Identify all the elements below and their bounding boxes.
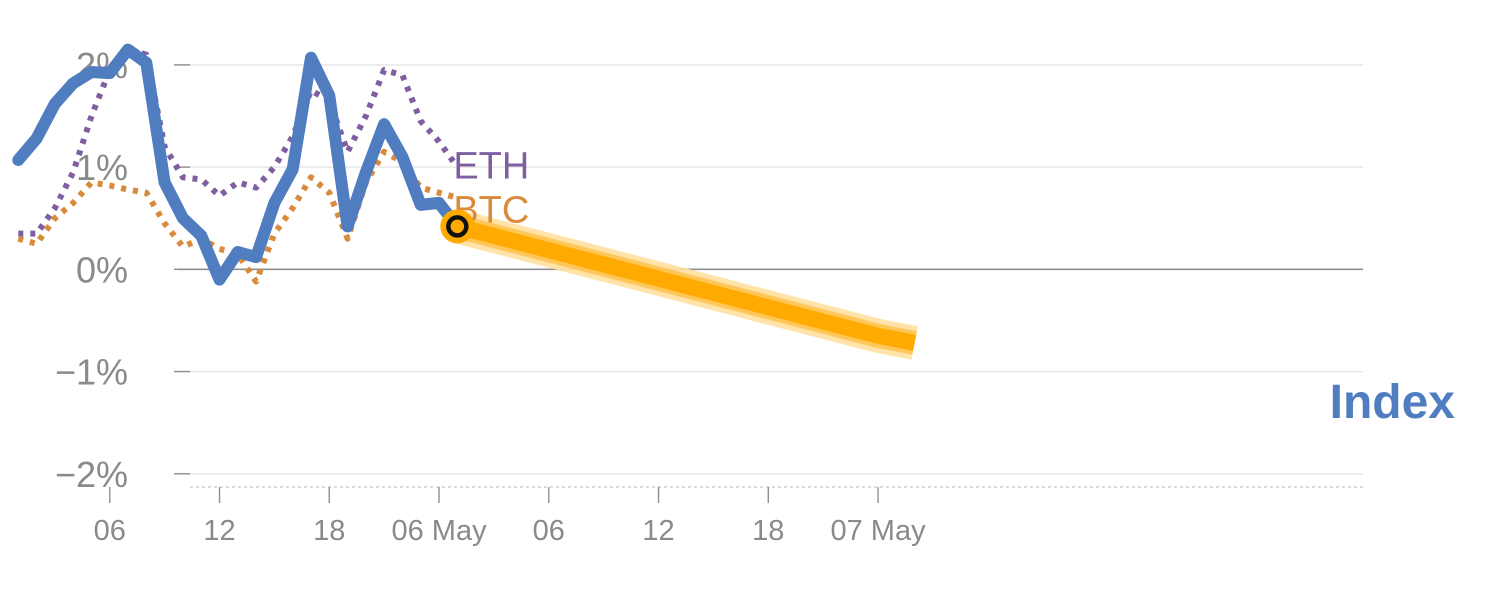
grid xyxy=(174,64,1363,488)
series-forecast-line xyxy=(455,218,917,351)
series-group xyxy=(12,43,918,360)
y-tick-label: −1% xyxy=(55,352,128,393)
x-tick-label: 18 xyxy=(752,515,784,547)
series-label-eth: ETH xyxy=(453,145,529,187)
series-end-marker-inner xyxy=(446,215,469,238)
x-tick-label: 18 xyxy=(313,515,345,547)
series-line-btc xyxy=(17,148,459,285)
series-end-marker xyxy=(440,209,475,244)
series-line-eth xyxy=(18,46,460,237)
y-axis-ticks: 2%1%0%−1%−2% xyxy=(55,45,128,495)
x-tick-label: 07 May xyxy=(830,515,926,547)
x-tick-label: 06 xyxy=(94,515,126,547)
x-tick-label: 06 May xyxy=(391,515,487,547)
series-label-index: Index xyxy=(1330,376,1456,429)
series-line-index xyxy=(12,43,464,286)
x-tick-label: 12 xyxy=(203,515,235,547)
x-tick-label: 06 xyxy=(533,515,565,547)
x-axis-ticks: 06 12 18 06 May 06 12 18 07 May xyxy=(94,487,926,547)
y-tick-label: 0% xyxy=(76,249,128,290)
x-tick-label: 12 xyxy=(642,515,674,547)
y-tick-label: −2% xyxy=(55,454,128,495)
